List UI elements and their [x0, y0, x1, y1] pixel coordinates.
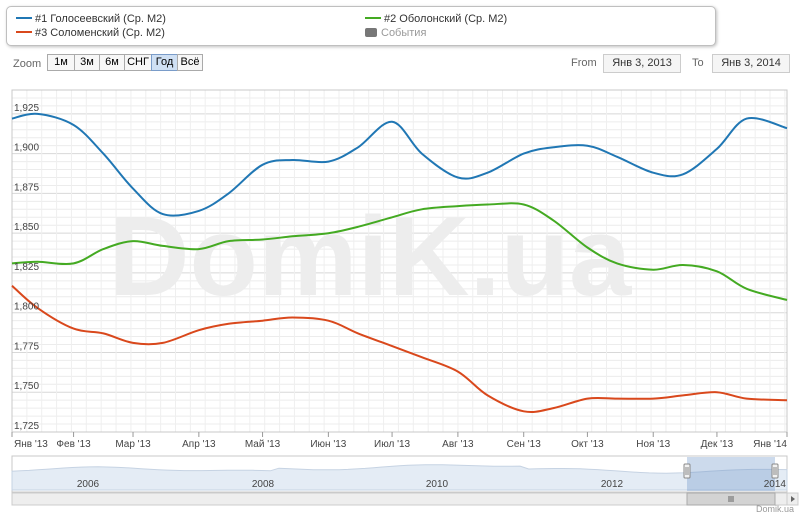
series-layer — [11, 112, 788, 413]
legend-line-icon — [16, 17, 32, 20]
x-tick-label: Фев '13 — [56, 439, 91, 450]
x-tick-label: Окт '13 — [571, 439, 604, 450]
legend-item-events[interactable]: События — [365, 27, 426, 39]
legend-item-obolonskyi[interactable]: #2 Оболонский (Ср. М2) — [365, 13, 507, 25]
legend-item-golosievskyi[interactable]: #1 Голосеевский (Ср. М2) — [16, 13, 166, 25]
x-tick-label: Авг '13 — [442, 439, 474, 450]
x-tick-label: Ноя '13 — [636, 439, 670, 450]
zoom-label: Zoom — [13, 58, 42, 70]
arrow-right-icon — [791, 496, 795, 502]
legend-line-icon — [365, 17, 381, 20]
x-axis: Янв '13 Фев '13 Мар '13 Апр '13 Май '13 Июн '… — [11, 432, 788, 450]
navigator-tick-label: 2008 — [252, 479, 275, 490]
legend-item-solomianskyi[interactable]: #3 Соломенский (Ср. М2) — [16, 27, 165, 39]
y-tick-label: 1,775 — [14, 341, 39, 352]
credit-link[interactable]: Domik.ua — [755, 504, 794, 514]
y-tick-label: 1,825 — [14, 262, 39, 273]
y-tick-label: 1,925 — [14, 103, 39, 114]
y-tick-label: 1,900 — [14, 143, 39, 154]
scrollbar-track[interactable] — [11, 492, 788, 506]
navigator-tick-label: 2014 — [764, 479, 787, 490]
x-tick-label: Янв '14 — [753, 439, 787, 450]
series-line-golosievskyi[interactable] — [11, 112, 788, 217]
zoom-button-6m[interactable]: 6м — [99, 54, 125, 71]
y-axis: 1,725 1,750 1,775 1,800 1,825 1,850 1,875 1,900… — [14, 103, 39, 432]
legend-label: #3 Соломенский (Ср. М2) — [35, 27, 165, 39]
y-tick-label: 1,875 — [14, 182, 39, 193]
x-tick-label: Дек '13 — [701, 439, 734, 450]
x-tick-label: Май '13 — [245, 439, 281, 450]
navigator-tick-label: 2010 — [426, 479, 449, 490]
series-line-solomianskyi[interactable] — [11, 284, 788, 413]
watermark-text: DomiK.ua — [109, 194, 632, 319]
to-date-input[interactable]: Янв 3, 2014 — [712, 54, 790, 73]
legend-line-icon — [16, 31, 32, 34]
navigator-area — [11, 464, 788, 491]
legend-label: События — [381, 27, 427, 39]
events-box-icon — [365, 27, 377, 37]
zoom-button-1m[interactable]: 1м — [47, 54, 75, 71]
zoom-button-year[interactable]: Год — [151, 54, 178, 71]
navigator[interactable]: 2006 2008 2010 2012 2014 — [11, 455, 799, 506]
x-tick-label: Сен '13 — [507, 439, 542, 450]
navigator-right-handle[interactable] — [771, 463, 779, 479]
x-tick-label: Июл '13 — [374, 439, 411, 450]
from-label: From — [571, 57, 597, 69]
x-tick-label: Июн '13 — [310, 439, 346, 450]
navigator-tick-label: 2006 — [77, 479, 100, 490]
x-tick-label: Мар '13 — [115, 439, 151, 450]
zoom-button-ytd[interactable]: СНГ — [124, 54, 152, 71]
y-tick-label: 1,750 — [14, 381, 39, 392]
zoom-button-3m[interactable]: 3м — [74, 54, 100, 71]
plot-border — [11, 89, 788, 433]
navigator-tick-label: 2012 — [601, 479, 624, 490]
navigator-left-handle[interactable] — [683, 463, 691, 479]
legend-label: #1 Голосеевский (Ср. М2) — [35, 13, 166, 25]
y-tick-label: 1,800 — [14, 302, 39, 313]
navigator-selection[interactable] — [687, 457, 775, 491]
y-tick-label: 1,725 — [14, 421, 39, 432]
legend-label: #2 Оболонский (Ср. М2) — [384, 13, 508, 25]
zoom-button-all[interactable]: Всё — [177, 54, 203, 71]
legend-panel: #1 Голосеевский (Ср. М2) #2 Оболонский (… — [6, 6, 716, 46]
y-tick-label: 1,850 — [14, 222, 39, 233]
from-date-input[interactable]: Янв 3, 2013 — [603, 54, 681, 73]
series-line-obolonskyi[interactable] — [11, 202, 788, 301]
x-tick-label: Апр '13 — [182, 439, 216, 450]
x-tick-label: Янв '13 — [14, 439, 48, 450]
to-label: To — [692, 57, 704, 69]
